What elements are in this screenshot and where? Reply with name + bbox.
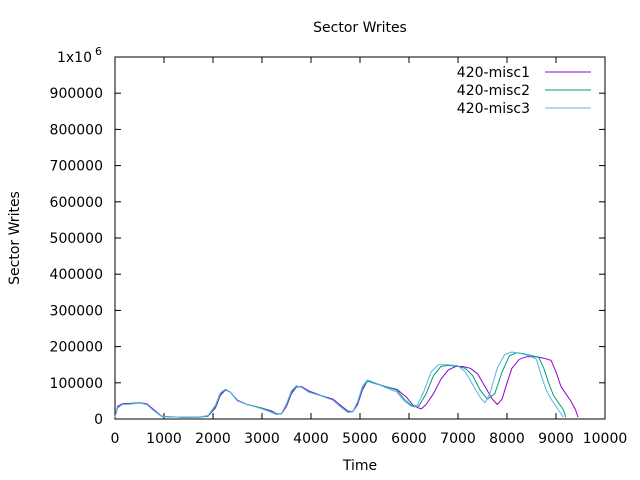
y-tick-label: 1x10 <box>57 50 92 66</box>
x-tick-label: 5000 <box>342 431 378 447</box>
x-tick-label: 1000 <box>146 431 182 447</box>
y-tick-label: 0 <box>94 412 103 428</box>
x-tick-label: 10000 <box>583 431 628 447</box>
y-tick-label: 200000 <box>50 340 103 356</box>
y-tick-label: 700000 <box>50 159 103 175</box>
y-tick-superscript: 6 <box>95 45 102 58</box>
legend: 420-misc1 420-misc2 420-misc3 <box>457 65 591 117</box>
legend-label: 420-misc2 <box>457 83 530 99</box>
chart-title: Sector Writes <box>313 20 407 36</box>
x-tick-label: 3000 <box>244 431 280 447</box>
x-tick-label: 4000 <box>293 431 329 447</box>
y-tick-label: 600000 <box>50 195 103 211</box>
y-axis-label: Sector Writes <box>7 191 23 285</box>
x-tick-label: 7000 <box>440 431 476 447</box>
y-tick-label: 500000 <box>50 231 103 247</box>
y-tick-label: 800000 <box>50 122 103 138</box>
x-axis-label: Time <box>342 458 377 474</box>
legend-label: 420-misc1 <box>457 65 530 81</box>
x-axis: 0 1000 2000 3000 4000 5000 6000 7000 8000 9000 100… <box>111 57 628 447</box>
y-tick-label: 400000 <box>50 267 103 283</box>
x-tick-label: 0 <box>111 431 120 447</box>
legend-label: 420-misc3 <box>457 101 530 117</box>
y-tick-label: 300000 <box>50 303 103 319</box>
y-tick-label: 900000 <box>50 86 103 102</box>
x-tick-label: 6000 <box>391 431 427 447</box>
series-line-420-misc3 <box>114 351 564 418</box>
x-tick-label: 2000 <box>195 431 231 447</box>
series-layer <box>114 351 579 418</box>
x-tick-label: 8000 <box>489 431 525 447</box>
x-tick-label: 9000 <box>538 431 574 447</box>
y-tick-label: 100000 <box>50 376 103 392</box>
y-axis: 0 100000 200000 300000 400000 500000 600000 700… <box>50 45 605 428</box>
